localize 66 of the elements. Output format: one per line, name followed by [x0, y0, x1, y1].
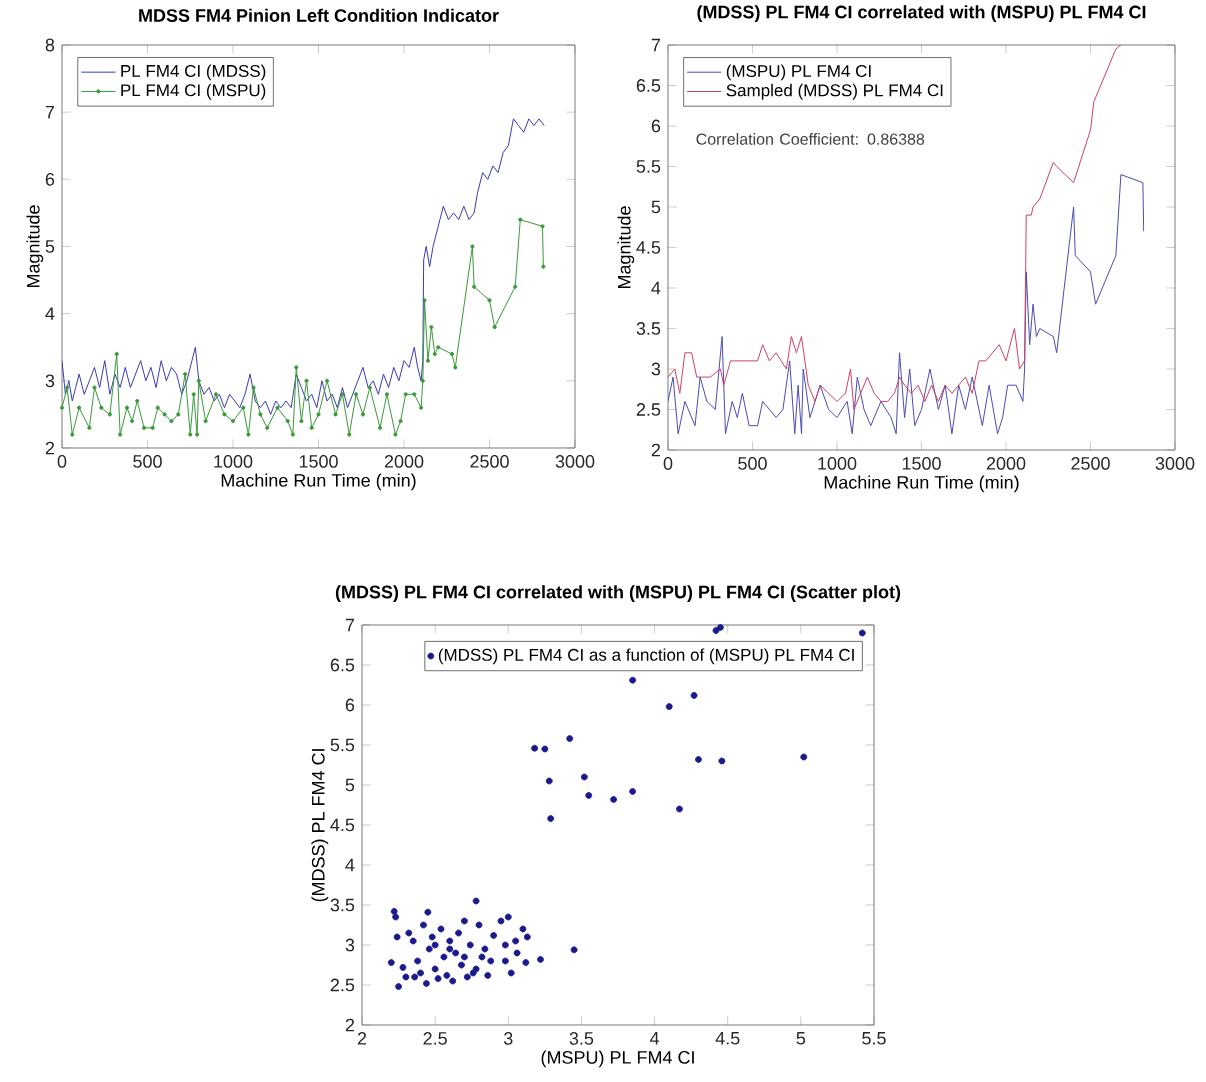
y-axis-title: Magnitude [617, 206, 635, 289]
y-tick-label: 8 [45, 38, 55, 52]
x-tick-label: 5.5 [862, 1032, 886, 1045]
x-tick-label: 2.5 [423, 1032, 447, 1045]
y-tick-label: 2.5 [330, 978, 355, 992]
y-tick-label: 5 [345, 778, 355, 792]
y-tick-label: 2 [345, 1018, 355, 1032]
x-axis-title: Machine Run Time (min) [824, 475, 1019, 493]
x-tick-label: 0 [57, 455, 67, 468]
y-tick-label: 4 [651, 281, 661, 295]
y-tick-label: 5 [651, 200, 661, 214]
x-tick-label: 2000 [384, 455, 424, 468]
annotation: Correlation Coefficient: 0.86388 [696, 133, 925, 145]
x-tick-label: 500 [738, 457, 767, 470]
x-tick-label: 500 [133, 455, 162, 468]
line-series [668, 174, 1145, 435]
x-tick-label: 0 [663, 457, 673, 470]
y-tick-label: 3 [345, 938, 355, 952]
y-tick-label: 7 [651, 38, 661, 52]
y-tick-label: 6 [651, 119, 661, 133]
x-tick-label: 3000 [1155, 457, 1195, 470]
x-tick-label: 3000 [555, 455, 595, 468]
y-tick-label: 3.5 [330, 898, 355, 912]
legend-label: PL FM4 CI (MDSS) [121, 64, 266, 81]
y-tick-label: 6 [345, 698, 355, 712]
x-tick-label: 1000 [214, 455, 253, 468]
x-tick-label: 1000 [818, 457, 857, 470]
y-tick-label: 3 [651, 362, 661, 376]
y-tick-label: 2.5 [636, 403, 661, 416]
y-tick-label: 4 [45, 307, 55, 320]
x-axis-title: Machine Run Time (min) [221, 473, 416, 491]
y-tick-label: 7 [345, 618, 355, 632]
legend-label: PL FM4 CI (MSPU) [121, 83, 266, 100]
x-tick-label: 2 [357, 1032, 367, 1045]
y-tick-label: 3 [45, 374, 55, 388]
x-tick-label: 2500 [1071, 457, 1110, 470]
y-tick-label: 6.5 [330, 658, 355, 672]
x-tick-label: 3 [503, 1032, 513, 1045]
x-tick-label: 1500 [902, 457, 941, 470]
x-tick-label: 2000 [986, 457, 1026, 470]
y-tick-label: 5.5 [330, 738, 355, 752]
y-tick-label: 2 [651, 443, 661, 457]
y-tick-label: 5.5 [636, 160, 661, 173]
y-tick-label: 4.5 [330, 818, 355, 832]
y-tick-label: 7 [45, 105, 55, 119]
x-tick-label: 1500 [299, 455, 338, 468]
y-tick-label: 3.5 [636, 322, 661, 335]
y-tick-label: 2 [45, 441, 55, 455]
x-tick-label: 4.5 [715, 1032, 740, 1045]
y-tick-label: 4 [345, 858, 355, 872]
chart-title: (MDSS) PL FM4 CI correlated with (MSPU) PL FM4 CI [697, 5, 1146, 22]
x-tick-label: 5 [796, 1032, 806, 1045]
chart-title: MDSS FM4 Pinion Left Condition Indicator [139, 8, 499, 22]
y-axis-title: Magnitude [26, 205, 44, 288]
y-axis-title: (MDSS) PL FM4 CI [311, 749, 329, 902]
x-tick-label: 2500 [470, 455, 509, 468]
x-tick-label: 3.5 [569, 1032, 594, 1045]
legend-label: Sampled (MDSS) PL FM4 CI [726, 83, 943, 100]
y-tick-label: 4.5 [636, 241, 661, 254]
y-tick-label: 5 [45, 240, 55, 253]
y-tick-label: 6.5 [636, 79, 661, 92]
chart-title: (MDSS) PL FM4 CI correlated with (MSPU) PL FM4 CI (Scatter plot) [335, 585, 901, 602]
y-tick-label: 6 [45, 172, 55, 186]
legend-label: (MDSS) PL FM4 CI as a function of (MSPU) PL FM4 CI [438, 648, 854, 665]
x-axis-title: (MSPU) PL FM4 CI [541, 1050, 694, 1068]
legend-label: (MSPU) PL FM4 CI [726, 64, 871, 81]
